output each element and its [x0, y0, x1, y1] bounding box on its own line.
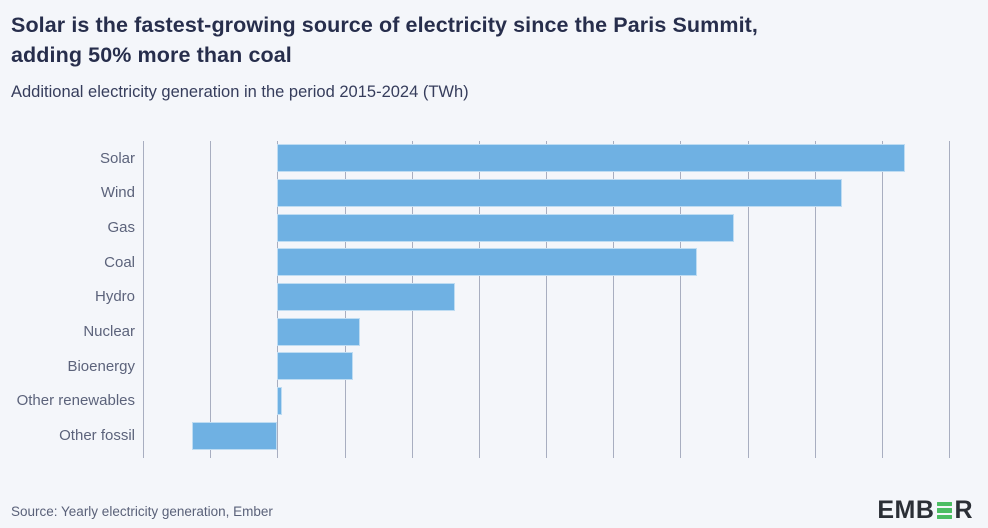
category-label: Nuclear [83, 323, 135, 341]
bar-nuclear [277, 317, 360, 346]
bar-gas [277, 213, 735, 242]
gridline [546, 141, 547, 458]
bar-coal [277, 248, 698, 277]
gridline [814, 141, 816, 458]
ember-logo-text-right: R [954, 495, 973, 524]
gridline [478, 141, 480, 458]
gridline [613, 141, 615, 458]
bar-chart: Solar Wind Gas Coal Hydro Nuclear Bioenergy Oth… [0, 141, 988, 476]
category-label: Hydro [94, 288, 135, 306]
chart-title: Solar is the fastest-growing source of e… [11, 13, 758, 67]
bar-wind [277, 179, 842, 207]
category-label: Bioenergy [67, 357, 135, 375]
ember-logo-e-icon [936, 501, 952, 520]
plot-area: -400-20002004006008001000120014001600180… [143, 141, 950, 476]
category-label: Other fossil [59, 427, 135, 445]
category-label: Solar [99, 149, 135, 167]
ember-logo: EMB R [877, 495, 973, 524]
bar-other-renewables [277, 387, 283, 415]
category-label: Other renewables [16, 392, 135, 410]
bar-bioenergy [277, 352, 353, 381]
category-label: Wind [100, 184, 135, 202]
source-note: Source: Yearly electricity generation, E… [11, 504, 273, 519]
gridline [949, 141, 950, 458]
bar-hydro [277, 283, 456, 311]
gridline [881, 141, 883, 458]
gridline [210, 141, 212, 458]
bar-other-fossil [191, 421, 278, 450]
category-axis: Solar Wind Gas Coal Hydro Nuclear Bioenergy Oth… [0, 141, 135, 453]
gridline [747, 141, 749, 458]
ember-logo-text-left: EMB [877, 495, 935, 524]
category-label: Gas [107, 219, 135, 237]
gridline [680, 141, 682, 458]
chart-subtitle: Additional electricity generation in the… [11, 83, 469, 102]
gridline [143, 141, 144, 458]
category-label: Coal [104, 253, 135, 271]
bar-solar [277, 144, 906, 173]
chart-header: Solar is the fastest-growing source of e… [11, 11, 977, 102]
